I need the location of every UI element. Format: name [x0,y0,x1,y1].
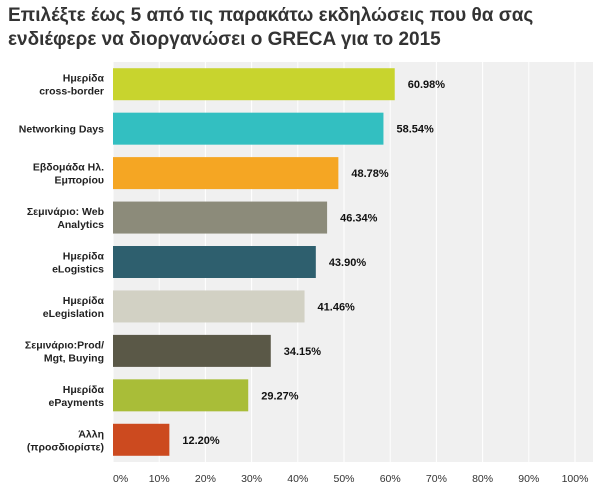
bar [113,112,384,145]
bar [113,157,339,190]
category-label: Networking Days [19,124,104,136]
x-tick-label: 50% [333,473,354,485]
bar [113,290,305,323]
x-tick-label: 40% [287,473,308,485]
x-tick-label: 0% [113,473,128,485]
value-label: 43.90% [329,257,367,269]
bar [113,334,271,367]
chart-title: Επιλέξτε έως 5 από τις παρακάτω εκδηλώσε… [8,5,534,50]
value-label: 12.20% [182,435,220,447]
bars [113,68,395,456]
category-labels: Ημερίδα cross-border Networking Days Εβδομά… [19,73,105,454]
bar [113,379,249,412]
value-label: 34.15% [284,346,322,358]
x-axis-ticks: 0% 10% 20% 30% 40% 50% 60% 70% 80% 90% 100% [113,473,588,485]
category-label: Ημερίδα ePayments [49,384,105,409]
category-label: Εβδομάδα Ηλ. Εμπορίου [33,162,104,187]
bar [113,246,316,278]
value-label: 58.54% [396,124,434,136]
x-tick-label: 10% [149,473,170,485]
x-tick-label: 80% [472,473,493,485]
x-tick-label: 70% [426,473,447,485]
value-label: 29.27% [261,390,299,402]
bar [113,68,395,101]
category-label: Ημερίδα eLegislation [43,295,105,320]
value-label: 60.98% [408,79,446,91]
x-tick-label: 60% [380,473,401,485]
x-tick-label: 30% [241,473,262,485]
bar [113,201,328,234]
category-label: Σεμινάριο:Prod/Mgt, Buying [25,339,104,364]
x-tick-label: 20% [195,473,216,485]
value-label: 41.46% [318,301,356,313]
value-label: 48.78% [351,168,389,180]
bar [113,423,170,456]
x-tick-label: 100% [562,473,589,485]
value-label: 46.34% [340,213,378,225]
category-label: Άλλη (προσδιορίστε) [27,428,104,453]
category-label: Σεμινάριο: Web Analytics [27,206,104,231]
category-label: Ημερίδα cross-border [39,73,104,98]
x-tick-label: 90% [518,473,539,485]
value-labels: 60.98% 58.54% 48.78% 46.34% 43.90% 41.46% 34.1… [182,79,445,447]
category-label: Ημερίδα eLogistics [52,251,104,276]
